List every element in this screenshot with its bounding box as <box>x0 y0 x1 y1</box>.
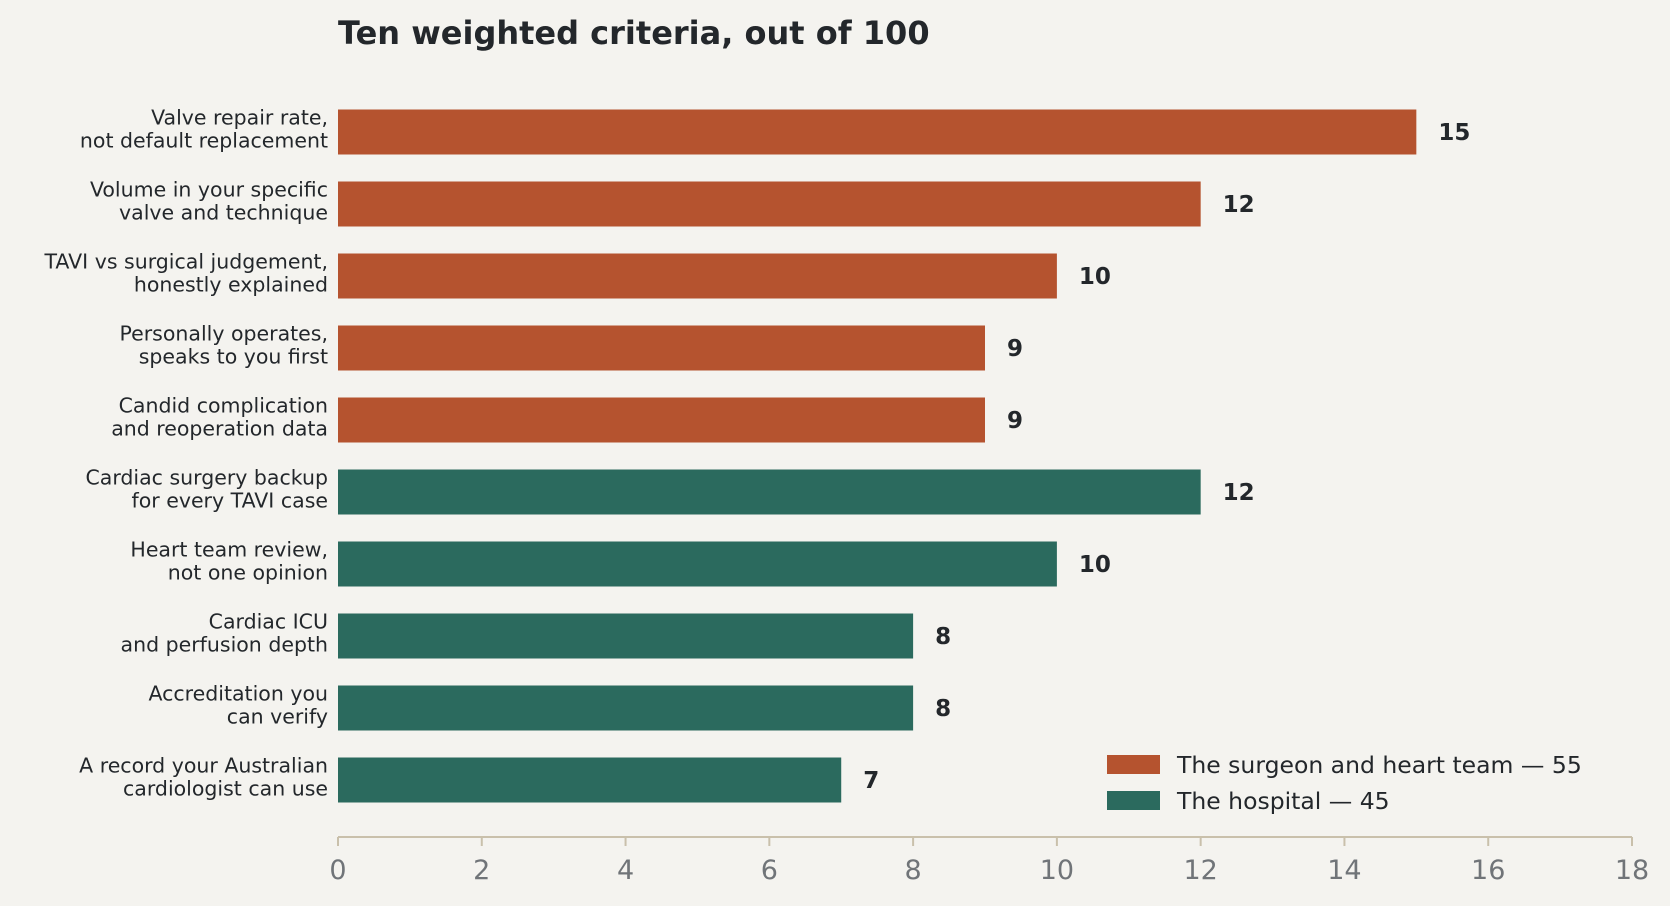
category-label: Volume in your specific valve and techniq… <box>90 178 328 225</box>
bar-surgeon <box>338 397 985 443</box>
category-label-line: for every TAVI case <box>132 489 329 513</box>
category-label-line: not one opinion <box>168 561 328 585</box>
category-label: Valve repair rate, not default replacemen… <box>80 106 328 153</box>
category-label: Heart team review, not one opinion <box>130 538 328 585</box>
bar-surgeon <box>338 181 1201 227</box>
category-label: Personally operates, speaks to you first <box>120 322 329 369</box>
bar-value-label: 10 <box>1079 552 1111 578</box>
bar-hospital <box>338 757 842 803</box>
bar-value-label: 8 <box>935 696 951 722</box>
category-label-line: TAVI vs surgical judgement, <box>43 250 328 274</box>
bar-value-label: 8 <box>935 624 951 650</box>
category-label-line: Valve repair rate, <box>151 106 328 130</box>
chart-title: Ten weighted criteria, out of 100 <box>338 14 930 52</box>
bar-surgeon <box>338 109 1417 155</box>
bar-value-label: 12 <box>1223 480 1255 506</box>
x-tick-label: 6 <box>761 855 778 886</box>
category-label: A record your Australian cardiologist can… <box>79 754 328 801</box>
category-labels-group: Valve repair rate, not default replacemen… <box>43 106 328 801</box>
bar-value-label: 7 <box>863 768 879 794</box>
bar-hospital <box>338 613 914 659</box>
bar-value-label: 10 <box>1079 264 1111 290</box>
category-label: TAVI vs surgical judgement, honestly expl… <box>43 250 328 297</box>
bar-value-label: 9 <box>1007 408 1023 434</box>
category-label-line: speaks to you first <box>139 345 328 369</box>
category-label-line: can verify <box>227 705 328 729</box>
category-label: Cardiac surgery backup for every TAVI cas… <box>85 466 328 513</box>
bar-hospital <box>338 469 1201 515</box>
category-label-line: Accreditation you <box>148 682 328 706</box>
legend-swatch-surgeon <box>1107 755 1160 774</box>
category-label: Cardiac ICU and perfusion depth <box>121 610 328 657</box>
bar-value-label: 9 <box>1007 336 1023 362</box>
x-tick-label: 2 <box>473 855 490 886</box>
category-label-line: Cardiac surgery backup <box>85 466 328 490</box>
category-label-line: cardiologist can use <box>123 777 328 801</box>
category-label-line: Cardiac ICU <box>209 610 328 634</box>
category-label-line: Heart team review, <box>130 538 328 562</box>
category-label-line: Volume in your specific <box>90 178 328 202</box>
bars-group: 15 12 10 9 9 12 10 8 8 7 <box>338 109 1470 803</box>
x-tick-label: 16 <box>1471 855 1505 886</box>
x-tick-label: 0 <box>329 855 346 886</box>
x-tick-label: 18 <box>1615 855 1649 886</box>
bar-surgeon <box>338 253 1057 299</box>
bar-surgeon <box>338 325 985 371</box>
category-label-line: honestly explained <box>134 273 328 297</box>
category-label-line: valve and technique <box>119 201 328 225</box>
bar-value-label: 12 <box>1223 192 1255 218</box>
legend-swatch-hospital <box>1107 791 1160 810</box>
category-label-line: and reoperation data <box>111 417 328 441</box>
x-tick-label: 4 <box>617 855 634 886</box>
legend-label-hospital: The hospital — 45 <box>1176 787 1390 815</box>
x-axis: 0 2 4 6 8 10 12 14 16 18 <box>329 836 1649 886</box>
category-label-line: and perfusion depth <box>121 633 328 657</box>
legend-label-surgeon: The surgeon and heart team — 55 <box>1176 751 1582 779</box>
category-label-line: Personally operates, <box>120 322 329 346</box>
legend: The surgeon and heart team — 55 The hosp… <box>1107 751 1582 815</box>
category-label: Accreditation you can verify <box>148 682 328 729</box>
category-label-line: not default replacement <box>80 129 328 153</box>
x-tick-label: 8 <box>905 855 922 886</box>
category-label-line: Candid complication <box>119 394 328 418</box>
x-tick-label: 14 <box>1327 855 1361 886</box>
x-tick-label: 10 <box>1040 855 1074 886</box>
x-tick-label: 12 <box>1183 855 1217 886</box>
bar-value-label: 15 <box>1438 120 1470 146</box>
category-label-line: A record your Australian <box>79 754 328 778</box>
bar-hospital <box>338 685 914 731</box>
category-label: Candid complication and reoperation data <box>111 394 328 441</box>
bar-hospital <box>338 541 1057 587</box>
